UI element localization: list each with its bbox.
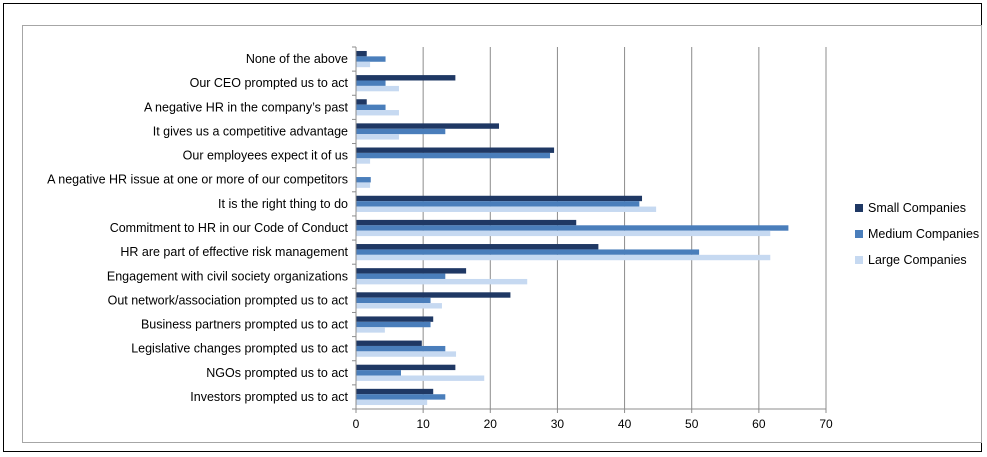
category-label: It is the right thing to do <box>218 197 348 211</box>
bar <box>356 364 456 371</box>
bar <box>356 147 555 153</box>
bar <box>356 297 431 304</box>
legend: Small Companies Medium Companies Large Com… <box>855 201 979 267</box>
bar <box>356 273 446 279</box>
bar-chart: None of the above Our CEO prompted us to … <box>47 46 979 431</box>
bar <box>356 50 367 57</box>
chart-frame: None of the above Our CEO prompted us to … <box>3 3 982 452</box>
category-label: It gives us a competitive advantage <box>153 124 348 138</box>
bar <box>356 158 371 164</box>
bar <box>356 123 500 129</box>
legend-label: Medium Companies <box>868 227 979 241</box>
legend-label: Large Companies <box>868 253 967 267</box>
bar <box>356 201 640 207</box>
category-label: Out network/association prompted us to a… <box>108 293 349 307</box>
bar <box>356 370 401 376</box>
bar <box>356 316 434 322</box>
bar <box>356 85 399 92</box>
x-tick-label: 30 <box>551 417 565 431</box>
bar <box>356 75 456 81</box>
category-label: Business partners prompted us to act <box>141 318 349 332</box>
axes <box>352 46 827 413</box>
category-label: Our employees expect it of us <box>183 149 348 163</box>
legend-swatch <box>855 256 863 264</box>
category-label: Legislative changes prompted us to act <box>131 342 348 356</box>
bar <box>356 345 446 352</box>
bar <box>356 219 577 226</box>
category-label: None of the above <box>246 52 348 66</box>
bar <box>356 61 371 68</box>
category-label: A negative HR issue at one or more of ou… <box>47 173 348 187</box>
category-label: Engagement with civil society organizati… <box>107 269 348 283</box>
bar <box>356 225 789 231</box>
x-tick-label: 50 <box>685 417 699 431</box>
bar <box>356 292 511 298</box>
bar <box>356 388 434 395</box>
category-label: NGOs prompted us to act <box>206 366 348 380</box>
bar <box>356 375 485 381</box>
category-label: HR are part of effective risk management <box>120 245 348 259</box>
x-tick-label: 40 <box>618 417 632 431</box>
x-tick-label: 20 <box>484 417 498 431</box>
x-tick-label: 70 <box>819 417 833 431</box>
bar <box>356 182 371 188</box>
bar <box>356 195 643 202</box>
bar <box>356 254 771 261</box>
bar <box>356 110 399 116</box>
bar <box>356 104 386 111</box>
x-tick-label: 0 <box>353 417 360 431</box>
legend-swatch <box>855 204 863 212</box>
bar <box>356 249 700 255</box>
bar <box>356 128 446 135</box>
bar <box>356 327 385 333</box>
bar <box>356 321 431 328</box>
chart-area: None of the above Our CEO prompted us to … <box>22 25 982 443</box>
bar <box>356 206 657 212</box>
bar <box>356 303 442 309</box>
bar <box>356 99 367 105</box>
x-tick-label: 10 <box>416 417 430 431</box>
legend-label: Small Companies <box>868 201 966 215</box>
category-labels: None of the above Our CEO prompted us to … <box>47 52 348 404</box>
bar <box>356 351 457 357</box>
bar <box>356 230 771 237</box>
x-tick-label: 60 <box>752 417 766 431</box>
category-label: A negative HR in the company’s past <box>144 100 349 114</box>
bar <box>356 56 386 62</box>
bar <box>356 340 422 346</box>
bar <box>356 278 528 285</box>
category-label: Investors prompted us to act <box>190 390 348 404</box>
bar <box>356 394 446 400</box>
bar <box>356 80 386 86</box>
bar <box>356 152 551 159</box>
tick-labels: 0 10 20 30 40 50 60 70 <box>353 417 833 431</box>
category-label: Our CEO prompted us to act <box>190 76 349 90</box>
bar <box>356 268 467 274</box>
bar <box>356 244 599 250</box>
bar <box>356 399 428 406</box>
category-label: Commitment to HR in our Code of Conduct <box>110 221 349 235</box>
bar <box>356 134 399 140</box>
legend-swatch <box>855 230 863 238</box>
bar <box>356 177 371 183</box>
bars <box>356 50 789 406</box>
